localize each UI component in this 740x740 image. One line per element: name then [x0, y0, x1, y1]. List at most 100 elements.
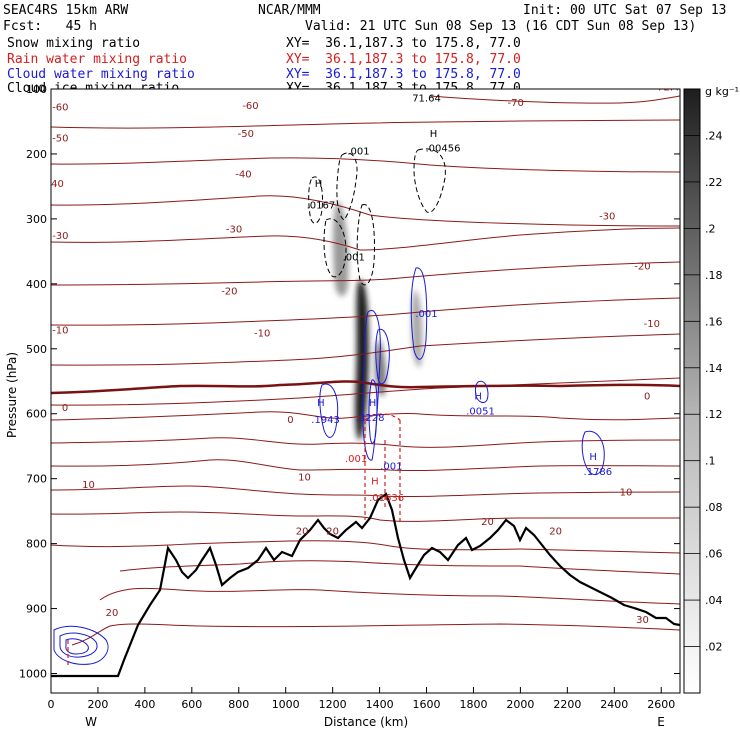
cloud-water-contours	[53, 267, 605, 665]
field-max-label: .00456	[425, 143, 460, 154]
isotherm-label: 10	[298, 473, 311, 484]
field-max-label: .01636	[369, 493, 404, 504]
isotherm-minus70	[429, 95, 680, 104]
snow-shading	[333, 200, 423, 440]
colorbar-tick-label: .06	[705, 548, 723, 561]
field-name-cloud-water: Cloud water mixing ratio	[7, 67, 195, 82]
forecast-hour: Fcst: 45 h	[3, 19, 97, 34]
temperature-labels: -60 -60 -70 -50 -50 -40 -40 -30 -30 -30 -20 -20 -10 -…	[48, 98, 660, 626]
field-max-label: .0051	[466, 406, 495, 417]
y-tick-label: 500	[26, 343, 47, 356]
field-max-label: .1786	[584, 467, 613, 478]
x-axis-title: Distance (km)	[324, 715, 408, 729]
init-time: Init: 00 UTC Sat 07 Sep 13	[523, 3, 727, 18]
cloud-water-contour-surface-west-core	[65, 638, 89, 655]
isotherm-label: 20	[326, 527, 339, 538]
y-tick-label: 300	[26, 213, 47, 226]
isotherm-plus10	[51, 459, 680, 472]
x-tick-label: 2600	[647, 698, 675, 711]
field-max-label: 71.64	[412, 93, 441, 104]
y-tick-label: 600	[26, 408, 47, 421]
cloud-water-contour-tower-inner	[368, 379, 378, 444]
isotherm-label: 10	[82, 480, 95, 491]
isotherm-minus20	[51, 261, 680, 286]
isotherm-minus30	[51, 227, 680, 251]
isotherm-label: -20	[634, 262, 650, 273]
x-tick-label: 800	[228, 698, 249, 711]
field-max-label: H	[369, 398, 377, 409]
y-tick-label: 900	[26, 603, 47, 616]
y-axis-title: Pressure (hPa)	[5, 352, 19, 438]
colorbar-tick-label: .2	[705, 222, 716, 235]
x-tick-label: 2200	[553, 698, 581, 711]
colorbar-gradient	[683, 88, 701, 694]
cloud-ice-contour-east	[413, 148, 446, 213]
colorbar-tick-label: .22	[705, 176, 723, 189]
isotherm-plus5	[51, 411, 680, 421]
isotherm-plus30	[71, 623, 680, 646]
isotherm-label: -60	[242, 101, 258, 112]
snow-shading-west	[333, 200, 349, 297]
endpoint-right-label: E	[657, 715, 665, 729]
isotherm-label: 10	[620, 488, 633, 499]
cloud-ice-contours	[308, 148, 446, 286]
cloud-ice-contour-high-west	[336, 152, 358, 221]
colorbar-tick-label: .08	[705, 501, 723, 514]
isotherm-label: 20	[549, 527, 562, 538]
isotherm-label: 0	[644, 392, 650, 403]
isotherm-plus12	[51, 485, 680, 498]
valid-time: Valid: 21 UTC Sun 08 Sep 13 (16 CDT Sun …	[305, 19, 697, 34]
field-max-label: .1943	[311, 415, 340, 426]
isotherm-label: -40	[235, 169, 251, 180]
colorbar-tick-label: .04	[705, 594, 723, 607]
field-max-label: H	[315, 179, 323, 190]
x-tick-label: 400	[134, 698, 155, 711]
field-max-label: .0167	[307, 201, 336, 212]
colorbar-tick-label: .02	[705, 641, 723, 654]
x-tick-label: 0	[48, 698, 55, 711]
isotherm-label: -70	[508, 98, 524, 109]
snow-shading-core	[355, 280, 369, 440]
x-tick-label: 1000	[272, 698, 300, 711]
x-tick-label: 2400	[600, 698, 628, 711]
colorbar-unit: g kg⁻¹	[705, 85, 739, 98]
model-title: SEAC4RS 15km ARW	[3, 3, 129, 18]
x-tick-label: 1200	[319, 698, 347, 711]
isotherm-label: -60	[52, 103, 68, 114]
colorbar-tick-label: .1	[705, 455, 716, 468]
y-tick-label: 1000	[19, 668, 47, 681]
isotherm-minus50	[51, 157, 680, 173]
colorbar-tick-label: .18	[705, 269, 723, 282]
field-max-label: .001	[347, 147, 369, 158]
field-max-label: H	[317, 398, 325, 409]
cloud-water-contour-tower	[362, 309, 381, 461]
field-max-label: .3228	[356, 413, 385, 424]
colorbar: g kg⁻¹ .02 .04 .06 .08 .1 .12 .14 .16 .18 .2 .22 .2…	[683, 85, 739, 694]
x-axis: 0 200 400 600 800 1000 1200 1400 1600 1800 2000 220…	[48, 687, 675, 711]
field-labels: H.0167.001.001H.0045671.6472.4.001H.1943…	[307, 82, 680, 504]
field-max-label: .001	[345, 454, 367, 465]
x-tick-label: 1600	[413, 698, 441, 711]
center-title: NCAR/MMM	[258, 3, 321, 18]
field-max-label: H	[371, 477, 379, 488]
cloud-ice-contour-mid-west	[323, 218, 347, 278]
field-xy-rain: XY= 36.1,187.3 to 175.8, 77.0	[286, 52, 521, 67]
field-max-label: H	[430, 129, 438, 140]
isotherm-label: -40	[48, 179, 64, 190]
cloud-water-contour-mid-east	[474, 380, 489, 404]
isotherm-label: 20	[296, 527, 309, 538]
field-max-label: 72.4	[657, 82, 679, 93]
isotherm-label: 0	[287, 415, 293, 426]
colorbar-tick-label: .14	[705, 362, 723, 375]
isotherm-label: -10	[644, 319, 660, 330]
field-max-label: H	[589, 452, 597, 463]
snow-shading-east	[411, 290, 423, 368]
field-xy-snow: XY= 36.1,187.3 to 175.8, 77.0	[286, 36, 521, 51]
field-name-rain: Rain water mixing ratio	[7, 52, 188, 67]
terrain-line	[51, 492, 680, 678]
isotherm-label: 20	[106, 608, 119, 619]
isotherm-plus7	[51, 437, 680, 448]
cloud-water-contour-mid	[375, 328, 390, 385]
